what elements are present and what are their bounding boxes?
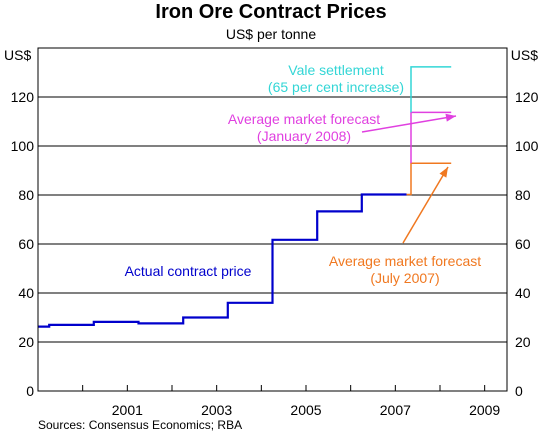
annotation-line: Actual contract price: [125, 263, 252, 279]
plot-frame: [37, 47, 508, 392]
y-tick-label-left: 60: [18, 236, 34, 252]
arrow-jan2008: [361, 115, 457, 133]
annotation-line: Average market forecast: [329, 253, 481, 269]
y-tick-label-right: 120: [515, 89, 539, 105]
y-tick-label-right: 0: [515, 383, 523, 399]
y-unit-left: US$: [4, 47, 31, 63]
y-tick-label-left: 120: [11, 89, 35, 105]
annotation-line: Average market forecast: [228, 111, 380, 127]
y-tick-label-right: 40: [515, 285, 531, 301]
chart-source: Sources: Consensus Economics; RBA: [38, 418, 242, 432]
annotation-line: (July 2007): [370, 270, 439, 286]
series-line-actual: [38, 193, 407, 328]
series-layer: [38, 66, 452, 328]
y-tick-label-right: 60: [515, 236, 531, 252]
arrow-jan2008-head: [445, 113, 456, 122]
annotation-line: Vale settlement: [288, 62, 384, 78]
tick-layer: 0 0 20 20 40 40 60 60 80 80 100 100 120 120 2001 2003 20…: [11, 89, 539, 418]
x-tick-label: 2003: [201, 402, 232, 418]
y-tick-label-right: 100: [515, 138, 539, 154]
arrow-jul2007-head: [439, 167, 448, 178]
y-tick-label-left: 40: [18, 285, 34, 301]
y-tick-label-left: 0: [26, 383, 34, 399]
annotation-layer: Actual contract price Vale settlement (65 …: [125, 62, 482, 286]
x-tick-label: 2007: [380, 402, 411, 418]
x-tick-label: 2005: [290, 402, 321, 418]
annotation-forecast_jul2007: Average market forecast (July 2007): [329, 253, 481, 286]
chart-title: Iron Ore Contract Prices: [155, 1, 386, 23]
annotation-line: (65 per cent increase): [268, 79, 404, 95]
arrow-jul2007: [402, 166, 449, 244]
y-tick-label-left: 80: [18, 187, 34, 203]
annotation-actual: Actual contract price: [125, 263, 252, 279]
series-line-vale: [410, 66, 452, 113]
x-tick-label: 2001: [112, 402, 143, 418]
y-tick-label-right: 20: [515, 334, 531, 350]
y-tick-label-left: 20: [18, 334, 34, 350]
annotation-vale: Vale settlement (65 per cent increase): [268, 62, 404, 95]
annotation-forecast_jan2008: Average market forecast (January 2008): [228, 111, 380, 144]
x-tick-label: 2009: [469, 402, 500, 418]
y-tick-label-left: 100: [11, 138, 35, 154]
series-line-forecast_jul2007: [406, 162, 452, 196]
y-tick-label-right: 80: [515, 187, 531, 203]
annotation-line: (January 2008): [257, 128, 351, 144]
y-unit-right: US$: [511, 47, 538, 63]
chart-subtitle: US$ per tonne: [226, 26, 316, 42]
